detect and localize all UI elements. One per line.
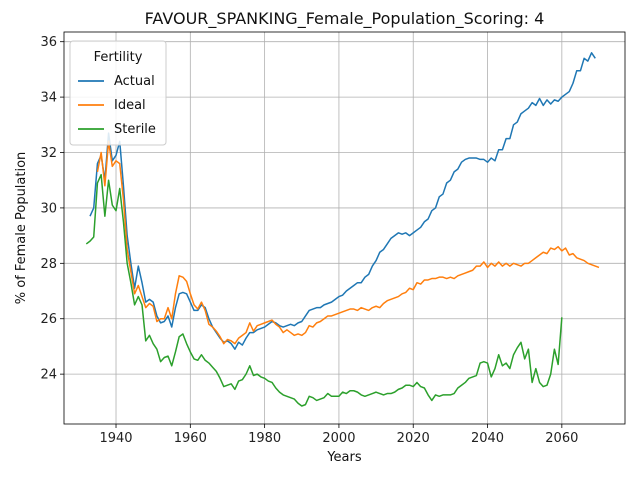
x-tick-label: 2020	[397, 431, 430, 446]
series-line-actual	[89, 52, 596, 350]
y-axis-label: % of Female Population	[14, 152, 29, 305]
y-tick-label: 30	[40, 201, 57, 216]
x-axis-label: Years	[326, 450, 362, 465]
legend-label-sterile: Sterile	[114, 122, 156, 137]
x-tick-label: 1940	[99, 431, 132, 446]
chart-title: FAVOUR_SPANKING_Female_Population_Scorin…	[145, 9, 545, 29]
grid	[64, 32, 625, 424]
legend-label-ideal: Ideal	[114, 98, 146, 113]
series-lines	[85, 52, 600, 407]
legend-title: Fertility	[94, 50, 143, 65]
x-tick-label: 1960	[174, 431, 207, 446]
y-tick-label: 34	[40, 91, 57, 106]
y-tick-label: 26	[40, 312, 57, 327]
y-ticks: 24 26 28 30 32 34 36	[40, 35, 64, 383]
series-line-ideal	[96, 140, 600, 345]
legend-label-actual: Actual	[114, 74, 155, 89]
legend: Fertility Actual Ideal Sterile	[69, 40, 167, 146]
x-tick-label: 1980	[248, 431, 281, 446]
series-line-sterile	[85, 173, 563, 407]
y-tick-label: 36	[40, 35, 57, 50]
y-tick-label: 24	[40, 368, 57, 383]
x-tick-label: 2060	[545, 431, 578, 446]
plot-frame	[63, 31, 626, 425]
legend-box	[69, 40, 167, 146]
x-tick-label: 2040	[471, 431, 504, 446]
y-tick-label: 28	[40, 257, 57, 272]
x-ticks: 1940 1960 1980 2000 2020 2040 2060	[99, 424, 578, 446]
legend-items: Actual Ideal Sterile	[78, 74, 156, 137]
y-tick-label: 32	[40, 146, 57, 161]
x-tick-label: 2000	[322, 431, 355, 446]
